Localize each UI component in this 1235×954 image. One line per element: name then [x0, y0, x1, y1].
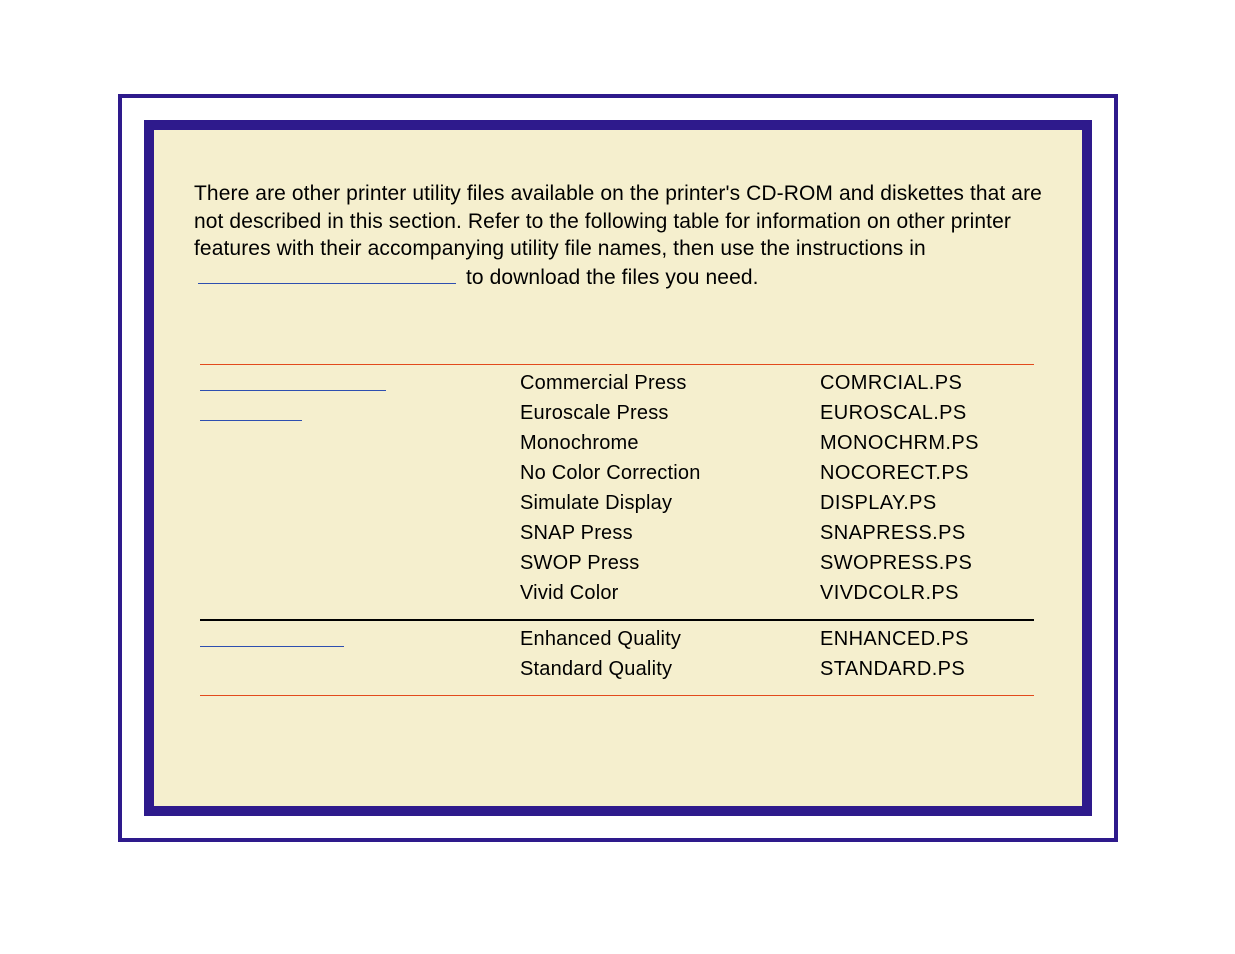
table-row: MonochromeMONOCHRM.PS — [520, 429, 1034, 459]
rows-column: Commercial PressCOMRCIAL.PSEuroscale Pre… — [520, 369, 1034, 609]
inner-frame: There are other printer utility files av… — [144, 120, 1092, 816]
intro-text-before: There are other printer utility files av… — [194, 182, 1042, 260]
table-row: Enhanced QualityENHANCED.PS — [520, 625, 1034, 655]
setting-cell: Commercial Press — [520, 372, 820, 395]
filename-cell: COMRCIAL.PS — [820, 372, 1034, 395]
filename-cell: VIVDCOLR.PS — [820, 582, 1034, 605]
filename-cell: MONOCHRM.PS — [820, 432, 1034, 455]
outer-frame: There are other printer utility files av… — [118, 94, 1118, 842]
rows-column: Enhanced QualityENHANCED.PSStandard Qual… — [520, 625, 1034, 685]
intro-paragraph: There are other printer utility files av… — [194, 180, 1042, 292]
feature-link-placeholder[interactable] — [200, 629, 344, 647]
setting-cell: No Color Correction — [520, 462, 820, 485]
filename-cell: SWOPRESS.PS — [820, 552, 1034, 575]
table-row: Euroscale PressEUROSCAL.PS — [520, 399, 1034, 429]
feature-link-placeholder[interactable] — [200, 373, 386, 391]
filename-cell: DISPLAY.PS — [820, 492, 1034, 515]
setting-cell: Enhanced Quality — [520, 628, 820, 651]
table-group: Commercial PressCOMRCIAL.PSEuroscale Pre… — [200, 365, 1034, 619]
table-row: No Color CorrectionNOCORECT.PS — [520, 459, 1034, 489]
setting-cell: Simulate Display — [520, 492, 820, 515]
utility-files-table: Commercial PressCOMRCIAL.PSEuroscale Pre… — [200, 364, 1034, 696]
instructions-link-placeholder[interactable] — [198, 263, 456, 284]
table-row: Simulate DisplayDISPLAY.PS — [520, 489, 1034, 519]
setting-cell: Euroscale Press — [520, 402, 820, 425]
table-row: SWOP PressSWOPRESS.PS — [520, 549, 1034, 579]
filename-cell: EUROSCAL.PS — [820, 402, 1034, 425]
setting-cell: Vivid Color — [520, 582, 820, 605]
setting-cell: Standard Quality — [520, 658, 820, 681]
filename-cell: STANDARD.PS — [820, 658, 1034, 681]
page: There are other printer utility files av… — [0, 0, 1235, 954]
filename-cell: ENHANCED.PS — [820, 628, 1034, 651]
intro-text-after: to download the files you need. — [466, 266, 759, 289]
table-row: Vivid ColorVIVDCOLR.PS — [520, 579, 1034, 609]
table-row: SNAP PressSNAPRESS.PS — [520, 519, 1034, 549]
table-group: Enhanced QualityENHANCED.PSStandard Qual… — [200, 621, 1034, 695]
setting-cell: Monochrome — [520, 432, 820, 455]
table-row: Commercial PressCOMRCIAL.PS — [520, 369, 1034, 399]
feature-link-placeholder[interactable] — [200, 403, 302, 421]
feature-column — [200, 625, 520, 685]
setting-cell: SWOP Press — [520, 552, 820, 575]
feature-column — [200, 369, 520, 609]
table-bottom-rule — [200, 695, 1034, 696]
filename-cell: SNAPRESS.PS — [820, 522, 1034, 545]
filename-cell: NOCORECT.PS — [820, 462, 1034, 485]
table-row: Standard QualitySTANDARD.PS — [520, 655, 1034, 685]
setting-cell: SNAP Press — [520, 522, 820, 545]
